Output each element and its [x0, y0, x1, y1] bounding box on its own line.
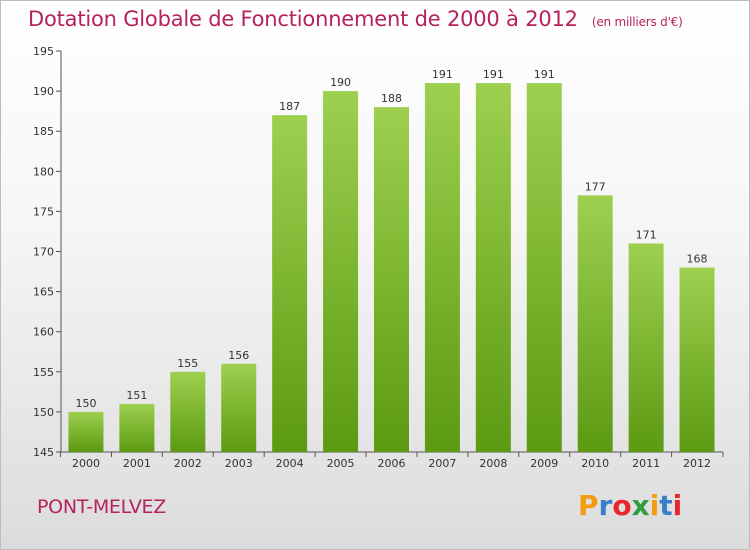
bar-value-label: 187 [279, 100, 300, 113]
logo-letter: t [659, 489, 673, 522]
bar [272, 115, 308, 452]
y-tick-label: 195 [33, 45, 54, 58]
x-tick-label: 2009 [530, 457, 558, 470]
x-tick-label: 2003 [225, 457, 253, 470]
y-tick-label: 165 [33, 286, 54, 299]
bar [68, 411, 104, 452]
bar-value-label: 191 [483, 68, 504, 81]
bar-value-label: 177 [585, 180, 606, 193]
x-tick-label: 2006 [378, 457, 406, 470]
chart-title: Dotation Globale de Fonctionnement de 20… [28, 7, 683, 31]
bar [526, 83, 562, 452]
y-tick-label: 150 [33, 406, 54, 419]
bar [170, 371, 206, 452]
y-tick-label: 145 [33, 446, 54, 459]
bar-value-label: 188 [381, 92, 402, 105]
x-tick-label: 2012 [683, 457, 711, 470]
axes: 145 150 155 160 165 170 175 180 185 190 195 2000 200… [33, 45, 724, 470]
logo-letter: o [612, 489, 632, 522]
x-tick-label: 2008 [479, 457, 507, 470]
bar-value-label: 156 [228, 349, 249, 362]
x-tick-label: 2011 [632, 457, 660, 470]
logo-letter: P [578, 489, 599, 522]
y-tick-label: 155 [33, 366, 54, 379]
bar-value-label: 168 [687, 253, 708, 266]
chart-unit: (en milliers d'€) [591, 15, 683, 29]
bar-value-label: 150 [75, 397, 96, 410]
y-tick-label: 160 [33, 326, 54, 339]
bar [628, 243, 664, 452]
bar [119, 403, 155, 452]
bar [221, 363, 257, 452]
data-labels: 150 151 155 156 187 190 188 191 191 191 177 171 168 [75, 68, 707, 410]
bar [577, 195, 613, 453]
proxiti-logo[interactable]: Proxiti [578, 489, 682, 522]
logo-letter: x [631, 489, 650, 522]
commune-name: PONT-MELVEZ [37, 496, 166, 518]
x-tick-label: 2004 [276, 457, 304, 470]
x-tick-label: 2007 [428, 457, 456, 470]
bar [424, 83, 460, 452]
bar [679, 267, 715, 452]
bar-value-label: 171 [636, 228, 657, 241]
y-tick-label: 185 [33, 125, 54, 138]
logo-letter: r [598, 489, 613, 522]
logo-letter: i [649, 489, 660, 522]
y-tick-label: 190 [33, 85, 54, 98]
bar [475, 83, 511, 452]
bar-value-label: 151 [126, 389, 147, 402]
x-tick-label: 2000 [72, 457, 100, 470]
chart-title-text: Dotation Globale de Fonctionnement de 20… [28, 7, 578, 31]
x-tick-label: 2005 [327, 457, 355, 470]
y-tick-label: 175 [33, 205, 54, 218]
bar-value-label: 190 [330, 76, 351, 89]
bars [68, 83, 715, 453]
y-tick-label: 180 [33, 165, 54, 178]
bar-value-label: 191 [432, 68, 453, 81]
bar [374, 107, 409, 452]
x-tick-label: 2010 [581, 457, 609, 470]
x-tick-label: 2001 [123, 457, 151, 470]
bar-value-label: 191 [534, 68, 555, 81]
bar-value-label: 155 [177, 357, 198, 370]
logo-letter: i [672, 489, 683, 522]
x-tick-label: 2002 [174, 457, 202, 470]
bar [323, 91, 359, 452]
y-tick-label: 170 [33, 246, 54, 259]
